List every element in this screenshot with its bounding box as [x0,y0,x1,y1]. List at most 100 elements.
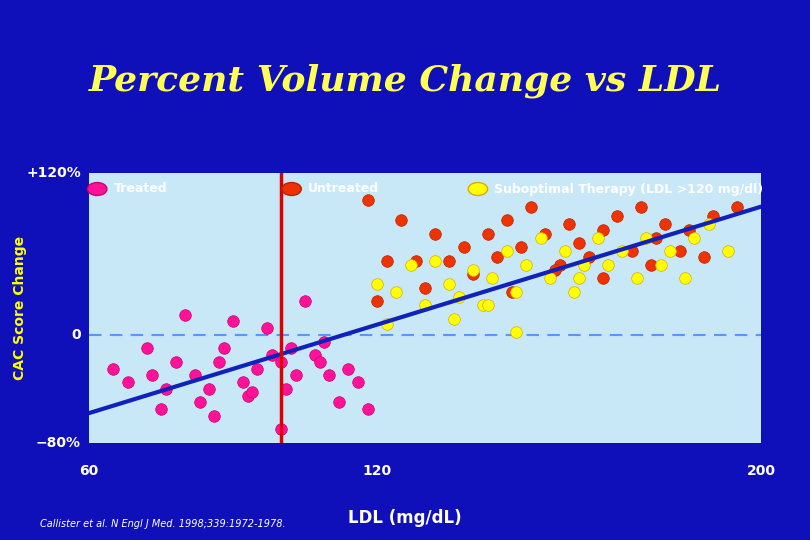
Point [419,301,432,309]
Point [563,220,576,228]
Text: Treated: Treated [113,183,167,195]
Point [121,378,134,387]
Point [361,405,374,414]
Point [318,337,331,346]
Point [322,371,335,380]
Point [467,266,480,274]
Point [246,387,259,396]
Point [467,270,480,279]
Point [404,260,417,269]
Point [630,274,643,282]
Point [381,320,394,328]
Point [313,357,326,366]
Point [505,287,518,296]
Text: Percent Volume Change vs LDL: Percent Volume Change vs LDL [88,64,722,98]
Point [501,247,514,255]
Point [625,247,638,255]
Point [722,247,735,255]
Point [352,378,365,387]
Text: 60: 60 [79,464,99,478]
Point [275,357,288,366]
Point [596,274,609,282]
Point [409,256,422,265]
Point [179,310,192,319]
Point [309,351,322,360]
Text: Untreated: Untreated [308,183,379,195]
Point [207,411,220,420]
Point [515,243,528,252]
Point [227,317,240,326]
Point [342,364,355,373]
Point [361,195,374,204]
Point [611,212,624,220]
Point [428,229,441,238]
Point [332,398,345,407]
Text: 200: 200 [747,464,776,478]
Point [659,220,671,228]
Point [390,287,403,296]
Point [578,260,590,269]
Text: LDL (mg/dL): LDL (mg/dL) [348,509,462,528]
Point [635,202,648,211]
Point [212,357,225,366]
Point [457,243,470,252]
Text: 0: 0 [71,328,81,342]
Point [381,256,394,265]
Point [428,256,441,265]
Point [289,371,302,380]
Point [299,297,312,306]
Point [524,202,537,211]
Point [697,252,710,261]
Point [275,425,288,434]
Point [284,344,297,353]
Point [654,260,667,269]
Point [279,384,292,393]
Point [582,252,595,261]
Point [640,233,653,242]
Point [573,274,586,282]
Point [520,260,533,269]
Point [251,364,264,373]
Point [663,247,676,255]
Point [491,252,504,261]
Point [145,371,158,380]
Point [501,215,514,225]
Text: 120: 120 [363,464,392,478]
Point [371,279,384,288]
Point [448,314,461,323]
Point [678,274,691,282]
Point [155,405,168,414]
Point [650,233,663,242]
Point [731,202,744,211]
Point [591,233,604,242]
Point [683,225,696,234]
Point [260,323,273,332]
Point [476,301,489,309]
Point [645,260,658,269]
Text: CAC Score Change: CAC Score Change [13,236,28,380]
Point [160,384,173,393]
Point [202,384,215,393]
Point [707,212,720,220]
Text: Suboptimal Therapy (LDL >120 mg/dl): Suboptimal Therapy (LDL >120 mg/dl) [494,183,763,195]
Text: +120%: +120% [26,166,81,180]
Point [558,247,571,255]
Point [539,229,552,238]
Point [188,371,201,380]
Point [241,391,254,400]
Point [616,247,629,255]
Point [573,239,586,247]
Point [544,274,556,282]
Point [443,256,456,265]
Point [481,229,494,238]
Point [702,220,715,228]
Point [596,225,609,234]
Point [548,266,561,274]
Point [140,344,153,353]
Point [169,357,182,366]
Point [394,215,407,225]
Point [481,301,494,309]
Point [510,287,523,296]
Point [419,283,432,292]
Point [237,378,249,387]
